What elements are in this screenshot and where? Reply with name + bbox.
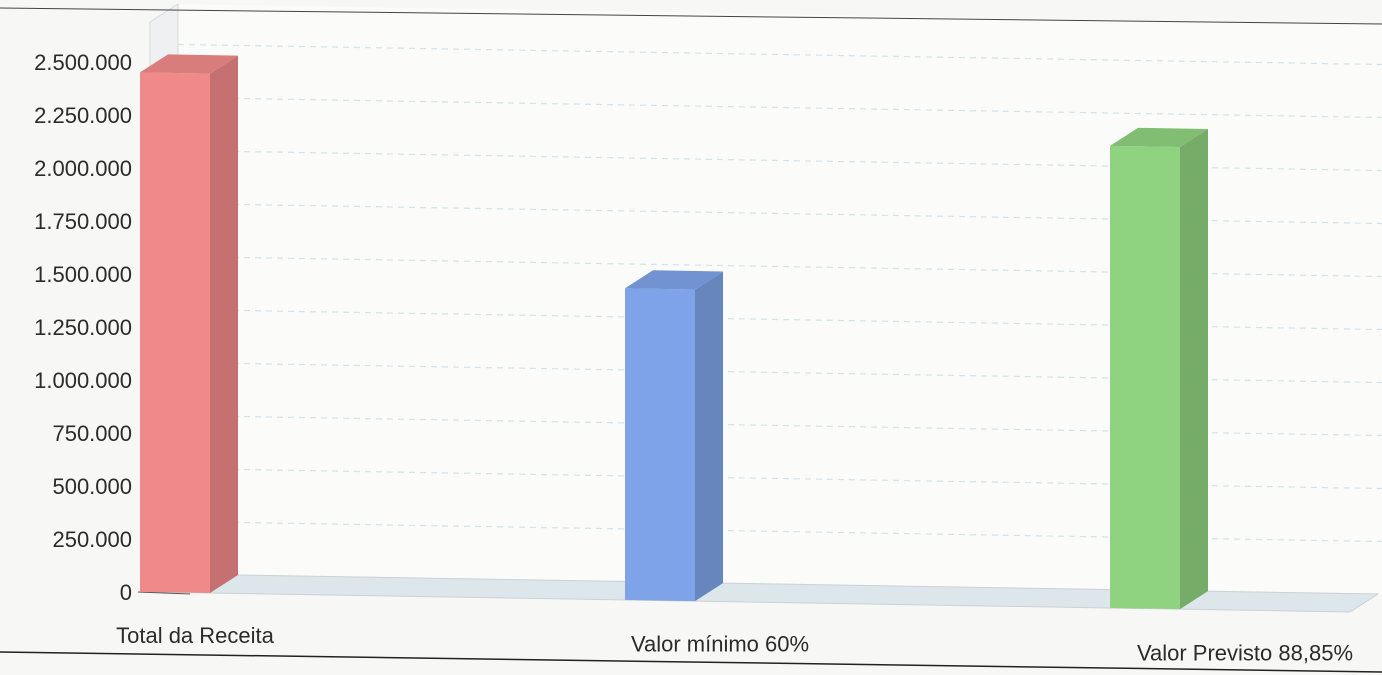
y-tick-label: 2.250.000 <box>34 103 132 128</box>
y-axis-ticks: 0 250.000 500.000 750.000 1.000.000 1.250.000… <box>34 50 132 605</box>
bar <box>625 270 723 602</box>
gridline <box>177 96 1382 119</box>
bar-side-face <box>695 271 723 602</box>
bars <box>140 54 1208 610</box>
bar-front-face <box>140 72 210 593</box>
y-tick-label: 0 <box>120 580 132 605</box>
x-category-label: Valor mínimo 60% <box>631 632 809 657</box>
y-tick-label: 1.500.000 <box>34 262 132 287</box>
bar-top-face <box>625 270 723 290</box>
bar-side-face <box>1180 129 1208 610</box>
top-border-line <box>0 7 1382 25</box>
bar-top-face <box>1110 127 1208 148</box>
y-tick-label: 1.000.000 <box>34 368 132 393</box>
x-axis-labels: Total da Receita Valor mínimo 60% Valor Pr… <box>116 623 1353 666</box>
back-wall <box>178 4 1382 594</box>
bar <box>140 54 238 594</box>
y-tick-label: 1.250.000 <box>34 315 132 340</box>
gridline <box>177 43 1382 66</box>
y-axis-origin-tick <box>137 591 191 595</box>
y-tick-label: 2.500.000 <box>34 50 132 75</box>
bar-front-face <box>1110 145 1180 610</box>
bar-side-face <box>210 55 238 594</box>
y-tick-label: 250.000 <box>52 527 132 552</box>
bar-top-face <box>140 54 238 74</box>
x-category-label: Total da Receita <box>116 623 275 648</box>
bottom-border-line <box>0 651 1382 673</box>
y-tick-label: 1.750.000 <box>34 209 132 234</box>
bar <box>1110 127 1208 610</box>
bar-front-face <box>625 288 695 602</box>
y-tick-label: 750.000 <box>52 421 132 446</box>
y-tick-label: 2.000.000 <box>34 156 132 181</box>
x-category-label: Valor Previsto 88,85% <box>1137 640 1353 665</box>
y-tick-label: 500.000 <box>52 474 132 499</box>
